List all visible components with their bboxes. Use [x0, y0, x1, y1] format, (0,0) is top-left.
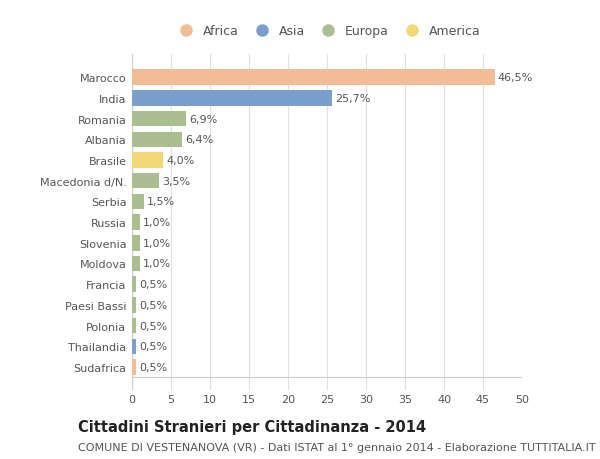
Text: 25,7%: 25,7% [335, 94, 371, 104]
Text: 3,5%: 3,5% [163, 176, 191, 186]
Text: 1,5%: 1,5% [147, 197, 175, 207]
Bar [132, 174, 160, 189]
Text: Cittadini Stranieri per Cittadinanza - 2014: Cittadini Stranieri per Cittadinanza - 2… [78, 419, 426, 434]
Text: 1,0%: 1,0% [143, 238, 171, 248]
Legend: Africa, Asia, Europa, America: Africa, Asia, Europa, America [169, 21, 485, 42]
Text: COMUNE DI VESTENANOVA (VR) - Dati ISTAT al 1° gennaio 2014 - Elaborazione TUTTIT: COMUNE DI VESTENANOVA (VR) - Dati ISTAT … [78, 442, 596, 452]
Bar [132, 277, 136, 292]
Text: 46,5%: 46,5% [498, 73, 533, 83]
Bar [132, 359, 136, 375]
Text: 6,4%: 6,4% [185, 135, 213, 145]
Bar [132, 297, 136, 313]
Text: 0,5%: 0,5% [139, 362, 167, 372]
Text: 0,5%: 0,5% [139, 341, 167, 352]
Text: 4,0%: 4,0% [166, 156, 194, 166]
Bar [132, 153, 163, 168]
Bar [132, 215, 140, 230]
Bar [132, 194, 144, 210]
Text: 6,9%: 6,9% [189, 114, 217, 124]
Text: 1,0%: 1,0% [143, 259, 171, 269]
Text: 0,5%: 0,5% [139, 280, 167, 290]
Bar [132, 256, 140, 272]
Text: 1,0%: 1,0% [143, 218, 171, 228]
Bar [132, 318, 136, 334]
Bar [132, 91, 332, 106]
Bar [132, 112, 186, 127]
Text: 0,5%: 0,5% [139, 321, 167, 331]
Text: 0,5%: 0,5% [139, 300, 167, 310]
Bar [132, 339, 136, 354]
Bar [132, 132, 182, 148]
Bar [132, 235, 140, 251]
Bar [132, 70, 494, 86]
